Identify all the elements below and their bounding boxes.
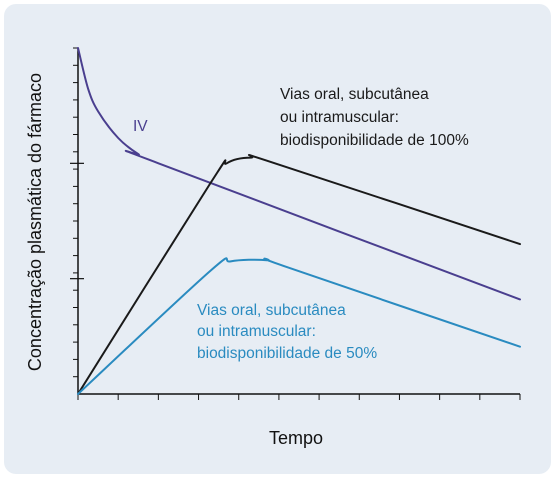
half-bio-label-line-2: ou intramuscular: — [197, 323, 316, 340]
half-bio-label-line-3: biodisponibilidade de 50% — [197, 345, 377, 362]
y-axis-ticks — [70, 47, 84, 378]
full-bio-label-line-2: ou intramuscular: — [280, 109, 399, 126]
series-line-bio-100 — [77, 154, 521, 395]
chart-panel — [4, 4, 551, 474]
x-axis-title: Tempo — [269, 428, 323, 448]
x-axis-ticks — [77, 394, 521, 400]
full-bio-label-line-1: Vias oral, subcutânea — [280, 86, 429, 103]
series-line-iv — [77, 47, 521, 301]
series-lines — [77, 47, 521, 395]
half-bio-label-line-1: Vias oral, subcutânea — [197, 302, 346, 319]
iv-label: IV — [133, 118, 148, 135]
full-bio-label-line-3: biodisponibilidade de 100% — [280, 132, 469, 149]
y-axis-title: Concentração plasmática do fármaco — [25, 73, 45, 371]
series-line-bio-50 — [77, 257, 521, 395]
